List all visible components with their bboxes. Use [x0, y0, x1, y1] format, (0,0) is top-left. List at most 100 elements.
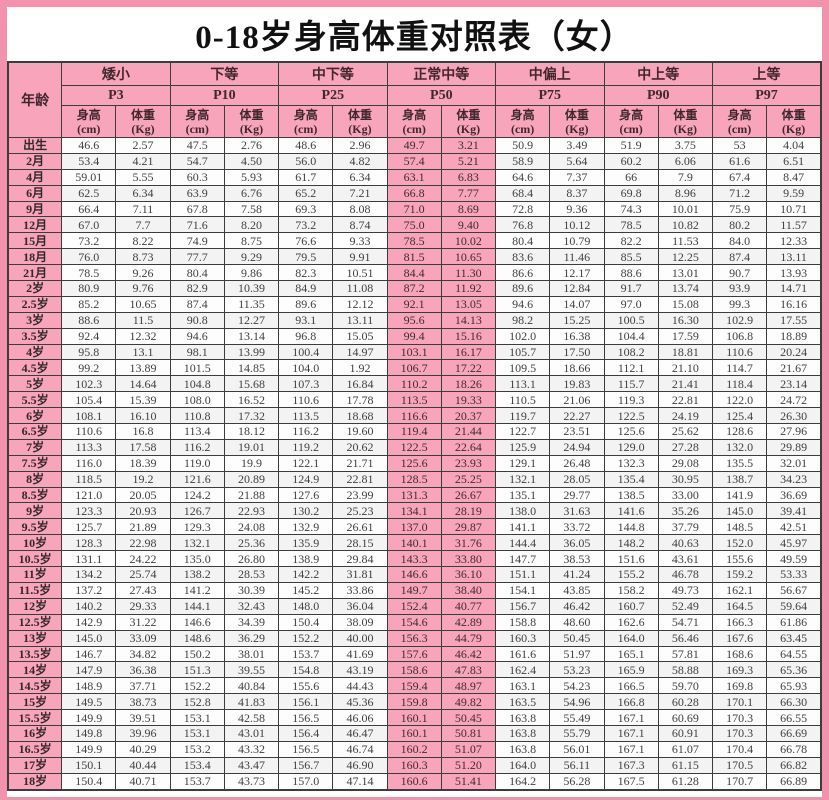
value-cell: 49.59 [766, 550, 822, 568]
value-cell: 14.64 [115, 375, 171, 393]
p50-value-cell: 125.6 [386, 454, 442, 472]
value-cell: 12.17 [549, 264, 605, 282]
value-cell: 76.0 [61, 248, 117, 266]
value-cell: 13.99 [223, 343, 280, 361]
value-cell: 66.78 [766, 740, 822, 758]
value-cell: 119.3 [603, 391, 659, 409]
value-cell: 5.55 [115, 168, 171, 186]
value-cell: 166.3 [711, 613, 768, 631]
value-cell: 9.86 [223, 264, 280, 282]
value-cell: 113.4 [169, 423, 225, 440]
value-cell: 35.26 [657, 502, 713, 520]
value-cell: 100.5 [603, 311, 659, 329]
value-cell: 153.1 [169, 724, 225, 742]
value-cell: 82.2 [603, 232, 659, 250]
value-cell: 26.30 [766, 407, 822, 425]
value-cell: 7.9 [657, 168, 713, 186]
value-cell: 9.76 [115, 280, 171, 297]
value-cell: 54.96 [549, 693, 605, 711]
value-cell: 22.93 [223, 502, 280, 520]
value-cell: 31.63 [549, 502, 605, 520]
value-cell: 33.86 [332, 581, 388, 599]
value-cell: 39.55 [223, 661, 280, 679]
age-cell: 13.5岁 [7, 645, 63, 663]
value-cell: 9.29 [223, 248, 280, 266]
value-cell: 150.4 [278, 613, 334, 631]
table-row: 出生 46.6 2.57 47.5 2.76 48.6 2.96 49.7 3.21 50.9 3.… [7, 137, 822, 154]
value-cell: 67.8 [169, 200, 225, 218]
table-row: 6岁 108.1 16.10 110.8 17.32 113.5 18.68 116.6 20.… [7, 407, 822, 425]
value-cell: 156.7 [495, 597, 551, 615]
table-row: 12岁 140.2 29.33 144.1 32.43 148.0 36.04 152.4 40… [7, 597, 822, 615]
table-row: 3岁 88.6 11.5 90.8 12.27 93.1 13.11 95.6 14.13 98.… [7, 311, 822, 329]
value-cell: 36.38 [115, 661, 171, 679]
age-cell: 12.5岁 [7, 613, 63, 631]
value-cell: 46.90 [332, 756, 388, 774]
value-cell: 27.28 [657, 438, 713, 456]
value-cell: 61.15 [657, 756, 713, 774]
age-cell: 21月 [7, 264, 63, 282]
value-cell: 7.21 [332, 184, 388, 202]
value-cell: 18.81 [657, 343, 713, 361]
value-cell: 126.7 [169, 502, 225, 520]
value-cell: 60.91 [657, 724, 713, 742]
value-cell: 16.84 [332, 375, 388, 393]
p50-value-cell: 51.07 [440, 740, 497, 758]
p50-value-cell: 157.6 [386, 645, 442, 663]
value-cell: 38.09 [332, 613, 388, 631]
value-cell: 32.43 [223, 597, 280, 615]
age-cell: 13岁 [7, 629, 63, 647]
p50-value-cell: 7.77 [440, 184, 497, 202]
value-cell: 152.2 [169, 677, 225, 695]
height-header: 身高 (cm) [495, 105, 551, 138]
value-cell: 24.72 [766, 391, 822, 409]
value-cell: 67.4 [711, 168, 768, 186]
value-cell: 47.5 [169, 137, 225, 154]
value-cell: 170.4 [711, 740, 768, 758]
value-cell: 152.8 [169, 693, 225, 711]
p50-value-cell: 13.05 [440, 295, 497, 313]
value-cell: 150.2 [169, 645, 225, 663]
value-cell: 26.80 [223, 550, 280, 568]
p50-value-cell: 47.83 [440, 661, 497, 679]
value-cell: 11.46 [549, 248, 605, 266]
value-cell: 22.98 [115, 534, 171, 552]
value-cell: 13.11 [766, 248, 822, 266]
value-cell: 28.53 [223, 566, 280, 583]
p50-value-cell: 44.79 [440, 629, 497, 647]
p50-value-cell: 17.22 [440, 359, 497, 377]
value-cell: 21.10 [657, 359, 713, 377]
p50-value-cell: 158.6 [386, 661, 442, 679]
height-header: 身高 (cm) [169, 105, 225, 138]
weight-header-line2: (Kg) [348, 121, 372, 136]
value-cell: 78.5 [603, 216, 659, 234]
value-cell: 105.4 [61, 391, 117, 409]
value-cell: 8.73 [115, 248, 171, 266]
weight-header-line1: 体重 [564, 107, 589, 122]
value-cell: 87.4 [169, 295, 225, 313]
value-cell: 66 [603, 168, 659, 186]
value-cell: 94.6 [169, 327, 225, 345]
value-cell: 165.9 [603, 661, 659, 679]
age-cell: 14.5岁 [7, 677, 63, 695]
value-cell: 166.8 [603, 693, 659, 711]
value-cell: 71.2 [711, 184, 768, 202]
value-cell: 146.7 [61, 645, 117, 663]
age-cell: 18岁 [7, 772, 63, 791]
value-cell: 170.3 [711, 709, 768, 726]
value-cell: 165.1 [603, 645, 659, 663]
value-cell: 167.1 [603, 740, 659, 758]
value-cell: 39.41 [766, 502, 822, 520]
value-cell: 163.8 [495, 709, 551, 726]
value-cell: 34.39 [223, 613, 280, 631]
value-cell: 113.1 [495, 375, 551, 393]
value-cell: 59.01 [61, 168, 117, 186]
age-cell: 5岁 [7, 375, 63, 393]
value-cell: 110.6 [711, 343, 768, 361]
value-cell: 102.0 [495, 327, 551, 345]
value-cell: 99.3 [711, 295, 768, 313]
value-cell: 20.93 [115, 502, 171, 520]
p50-value-cell: 106.7 [386, 359, 442, 377]
value-cell: 80.9 [61, 280, 117, 297]
value-cell: 18.68 [332, 407, 388, 425]
